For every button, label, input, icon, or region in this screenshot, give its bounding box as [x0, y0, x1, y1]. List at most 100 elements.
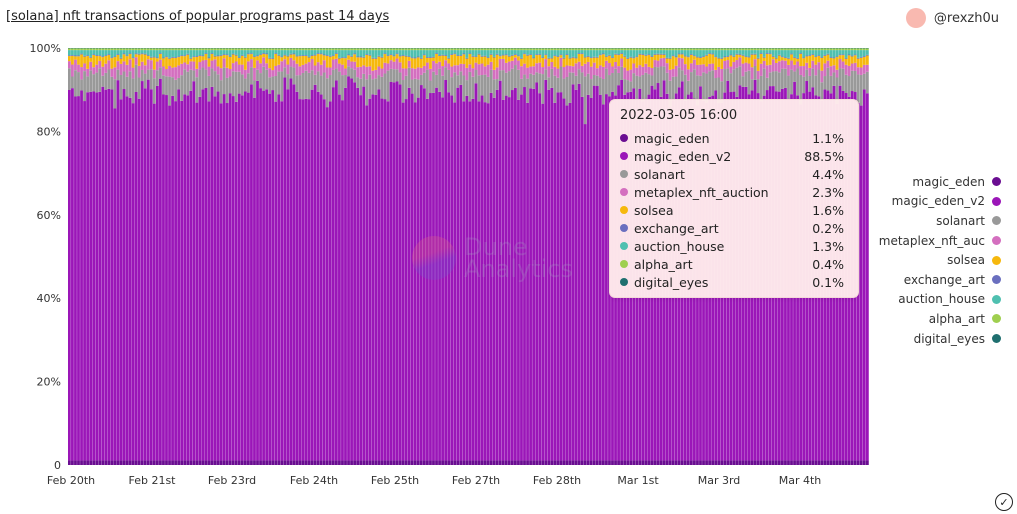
bar-segment-solsea[interactable] — [553, 56, 557, 67]
bar-segment-exchange-art[interactable] — [322, 54, 326, 56]
bar-segment-exchange-art[interactable] — [480, 55, 484, 57]
bar-segment-magic-eden[interactable] — [159, 460, 162, 465]
bar-segment-magic-eden[interactable] — [353, 460, 356, 465]
bar-segment-solsea[interactable] — [389, 55, 393, 61]
bar-segment-metaplex-nft-auc[interactable] — [817, 62, 821, 70]
bar-segment-metaplex-nft-auc[interactable] — [152, 69, 156, 79]
bar-segment-alpha-art[interactable] — [413, 48, 417, 51]
bar-segment-exchange-art[interactable] — [717, 57, 721, 59]
bar-segment-solanart[interactable] — [468, 71, 472, 102]
bar-segment-solanart[interactable] — [611, 73, 614, 92]
bar-segment-auction-house[interactable] — [562, 50, 566, 58]
bar-segment-auction-house[interactable] — [159, 50, 162, 54]
bar-segment-magic-eden[interactable] — [768, 460, 772, 465]
bar-segment-solanart[interactable] — [422, 72, 426, 89]
bar-segment-alpha-art[interactable] — [638, 48, 642, 51]
bar-segment-magic-eden-v2[interactable] — [119, 99, 123, 461]
bar-segment-metaplex-nft-auc[interactable] — [784, 60, 787, 69]
bar-segment-magic-eden-v2[interactable] — [331, 87, 335, 461]
bar-segment-alpha-art[interactable] — [301, 48, 305, 51]
bar-segment-metaplex-nft-auc[interactable] — [517, 60, 520, 70]
bar-segment-alpha-art[interactable] — [83, 48, 86, 51]
bar-segment-magic-eden-v2[interactable] — [228, 93, 232, 461]
bar-segment-exchange-art[interactable] — [674, 56, 678, 58]
bar-segment-exchange-art[interactable] — [808, 55, 812, 56]
bar-segment-auction-house[interactable] — [829, 50, 833, 58]
bar-segment-magic-eden-v2[interactable] — [404, 99, 408, 461]
bar-segment-solanart[interactable] — [77, 72, 80, 97]
bar-segment-magic-eden[interactable] — [480, 460, 484, 465]
bar-segment-solsea[interactable] — [538, 54, 542, 63]
bar-segment-auction-house[interactable] — [113, 50, 117, 57]
bar-segment-magic-eden[interactable] — [319, 460, 323, 465]
bar-segment-solsea[interactable] — [471, 56, 475, 69]
bar-segment-magic-eden-v2[interactable] — [344, 87, 347, 461]
bar-segment-auction-house[interactable] — [265, 50, 269, 54]
bar-segment-auction-house[interactable] — [732, 50, 736, 56]
bar-segment-magic-eden[interactable] — [671, 460, 675, 465]
bar-segment-alpha-art[interactable] — [253, 48, 256, 51]
bar-segment-solsea[interactable] — [125, 56, 129, 65]
bar-segment-metaplex-nft-auc[interactable] — [501, 58, 505, 71]
bar-segment-alpha-art[interactable] — [353, 48, 356, 51]
bar-segment-metaplex-nft-auc[interactable] — [419, 67, 423, 75]
bar-segment-metaplex-nft-auc[interactable] — [159, 59, 162, 68]
bar-segment-metaplex-nft-auc[interactable] — [759, 63, 763, 76]
bar-segment-exchange-art[interactable] — [498, 55, 502, 57]
bar-segment-exchange-art[interactable] — [532, 57, 536, 59]
bar-segment-magic-eden[interactable] — [110, 460, 114, 465]
bar-segment-exchange-art[interactable] — [850, 55, 854, 57]
bar-segment-auction-house[interactable] — [565, 50, 569, 55]
bar-segment-metaplex-nft-auc[interactable] — [432, 61, 435, 72]
bar-segment-magic-eden[interactable] — [617, 460, 620, 465]
bar-segment-alpha-art[interactable] — [292, 48, 296, 51]
bar-segment-magic-eden[interactable] — [541, 460, 545, 465]
bar-segment-alpha-art[interactable] — [647, 48, 651, 51]
bar-segment-alpha-art[interactable] — [216, 48, 220, 51]
bar-segment-solanart[interactable] — [671, 76, 675, 101]
bar-segment-magic-eden[interactable] — [835, 460, 839, 465]
bar-segment-metaplex-nft-auc[interactable] — [677, 57, 681, 68]
bar-segment-solanart[interactable] — [820, 82, 824, 101]
bar-segment-solsea[interactable] — [146, 55, 150, 60]
bar-segment-solanart[interactable] — [550, 68, 554, 88]
bar-segment-metaplex-nft-auc[interactable] — [556, 68, 560, 78]
bar-segment-solanart[interactable] — [787, 75, 790, 99]
bar-segment-auction-house[interactable] — [341, 50, 344, 58]
bar-segment-solsea[interactable] — [395, 54, 399, 59]
bar-segment-exchange-art[interactable] — [435, 53, 438, 54]
bar-segment-magic-eden[interactable] — [580, 460, 584, 465]
bar-segment-solanart[interactable] — [231, 71, 235, 97]
bar-segment-magic-eden[interactable] — [453, 460, 457, 465]
bar-segment-solsea[interactable] — [489, 54, 493, 62]
bar-segment-magic-eden-v2[interactable] — [104, 89, 108, 461]
bar-segment-solanart[interactable] — [735, 67, 739, 97]
bar-segment-solsea[interactable] — [92, 55, 96, 68]
bar-segment-solsea[interactable] — [365, 54, 369, 67]
bar-segment-magic-eden-v2[interactable] — [507, 97, 511, 461]
bar-segment-auction-house[interactable] — [614, 50, 617, 54]
bar-segment-exchange-art[interactable] — [201, 55, 205, 57]
bar-segment-magic-eden-v2[interactable] — [589, 97, 593, 461]
bar-segment-solanart[interactable] — [723, 69, 727, 93]
bar-segment-magic-eden[interactable] — [180, 460, 184, 465]
bar-segment-metaplex-nft-auc[interactable] — [307, 62, 311, 73]
bar-segment-solanart[interactable] — [116, 69, 120, 81]
bar-segment-solanart[interactable] — [650, 75, 654, 86]
bar-segment-metaplex-nft-auc[interactable] — [623, 67, 627, 80]
bar-segment-exchange-art[interactable] — [535, 54, 539, 56]
bar-segment-solanart[interactable] — [656, 67, 660, 84]
bar-segment-solsea[interactable] — [450, 54, 454, 67]
bar-segment-magic-eden[interactable] — [237, 460, 241, 465]
bar-segment-exchange-art[interactable] — [149, 56, 153, 58]
bar-segment-solanart[interactable] — [504, 72, 508, 96]
bar-segment-alpha-art[interactable] — [705, 48, 708, 51]
bar-segment-magic-eden[interactable] — [92, 460, 96, 465]
bar-segment-solanart[interactable] — [283, 67, 287, 78]
bar-segment-solsea[interactable] — [653, 54, 657, 61]
bar-segment-metaplex-nft-auc[interactable] — [401, 68, 405, 81]
bar-segment-alpha-art[interactable] — [826, 48, 830, 51]
bar-segment-metaplex-nft-auc[interactable] — [523, 63, 526, 75]
bar-segment-alpha-art[interactable] — [380, 48, 384, 51]
bar-segment-exchange-art[interactable] — [325, 55, 329, 56]
